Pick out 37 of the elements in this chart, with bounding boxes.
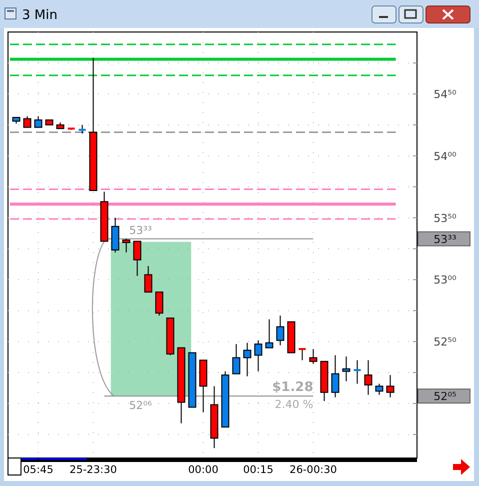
candlestick — [34, 116, 42, 128]
text: 52⁰⁵ — [434, 390, 456, 404]
candlestick — [232, 344, 240, 374]
x-tick-label: 05:45 — [23, 464, 54, 476]
x-tick-label: 25-23:30 — [70, 464, 117, 476]
candlestick — [276, 315, 284, 346]
candlestick — [144, 266, 152, 293]
candlestick — [254, 340, 262, 372]
x-tick-label: 00:00 — [188, 464, 218, 476]
candlestick — [111, 217, 120, 253]
candlestick — [155, 292, 164, 316]
candlestick — [265, 318, 274, 348]
annotation: $1.28 — [272, 380, 314, 396]
y-tick-label: 53⁰⁰ — [434, 274, 457, 287]
x-tick-label: 00:15 — [243, 464, 274, 476]
y-tick-label: 54⁰⁰ — [434, 150, 457, 163]
candlestick — [309, 348, 318, 364]
candlestick — [364, 360, 372, 396]
candlestick — [122, 238, 130, 253]
ref-line-label: 53³³ — [129, 224, 152, 237]
text: 53³³ — [434, 232, 456, 246]
candlestick — [23, 116, 32, 128]
candlestick — [331, 354, 340, 398]
chart-title: 3 Min — [22, 8, 58, 23]
candlestick — [243, 342, 252, 377]
candlestick — [375, 383, 384, 396]
candlestick — [342, 356, 350, 382]
candlestick — [298, 348, 307, 361]
y-tick-label: 53⁵⁰ — [434, 212, 457, 225]
candlestick — [352, 360, 362, 384]
x-tick-label: 26-00:30 — [290, 464, 337, 476]
y-tick-label: 54⁵⁰ — [434, 88, 457, 101]
candlestick — [386, 374, 394, 398]
y-tick-label: 52⁵⁰ — [434, 336, 457, 349]
ref-line-label: 52⁰⁶ — [129, 399, 153, 412]
annotation: 2.40 % — [274, 398, 314, 412]
candlestick — [133, 240, 142, 276]
